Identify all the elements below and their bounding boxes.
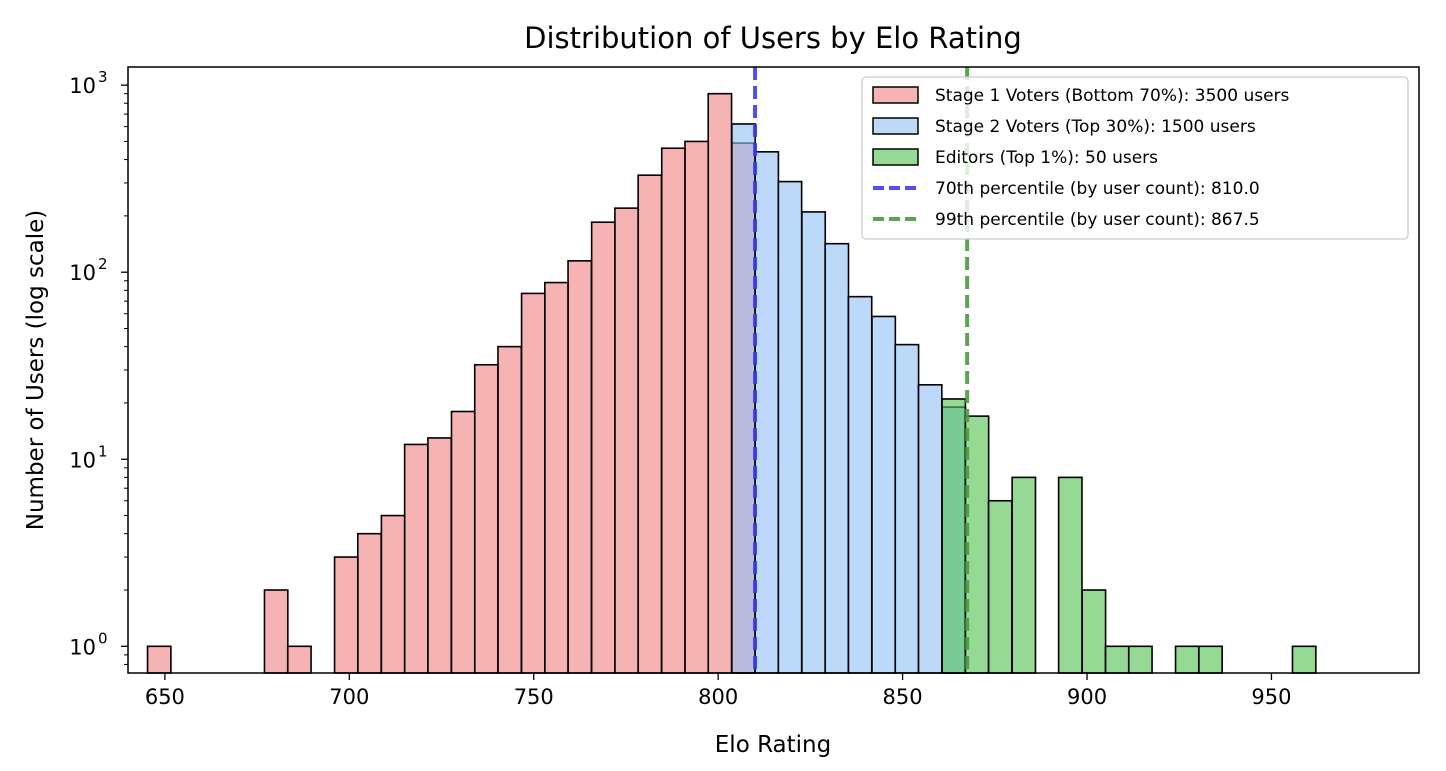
x-tick-label-5: 900 [1067, 685, 1107, 709]
bar-series-2-bin-2 [987, 499, 1013, 674]
bar-series-0-bin-8 [450, 410, 476, 674]
y-tick-exponent-1: 1 [98, 442, 108, 460]
bar-series-0-bin-7 [427, 437, 453, 674]
y-tick-label-3: 10 [69, 74, 96, 98]
bar-series-1-bin-6 [871, 315, 897, 674]
legend-label-line-0: 70th percentile (by user count): 810.0 [935, 179, 1260, 199]
bar-series-2-bin-8 [1174, 645, 1200, 674]
bar-series-1-bin-5 [847, 295, 873, 674]
legend-label-line-1: 99th percentile (by user count): 867.5 [935, 210, 1260, 230]
legend-swatch-series-0 [872, 86, 919, 104]
x-tick-label-1: 700 [329, 685, 369, 709]
bar-series-1-bin-8 [917, 384, 943, 674]
x-tick-label-6: 950 [1251, 685, 1291, 709]
bars [146, 92, 1317, 674]
bar-series-2-bin-0 [941, 398, 967, 674]
legend-swatch-series-1 [872, 117, 919, 135]
legend-label-series-2: Editors (Top 1%): 50 users [935, 148, 1158, 168]
x-axis-ticks: 650 700 750 800 850 900 950 [145, 673, 1292, 709]
chart-title: Distribution of Users by Elo Rating [524, 21, 1022, 55]
bar-series-2-bin-6 [1104, 645, 1130, 674]
bar-series-2-bin-3 [1011, 476, 1037, 674]
bar-series-1-bin-3 [801, 211, 827, 674]
x-tick-label-0: 650 [145, 685, 185, 709]
legend: Stage 1 Voters (Bottom 70%): 3500 users S… [861, 76, 1409, 240]
bar-series-0-bin-1 [263, 589, 289, 674]
bar-series-0-bin-14 [590, 221, 616, 674]
bar-series-0-bin-16 [637, 174, 663, 674]
bar-series-0-bin-4 [356, 532, 382, 674]
y-axis-label: Number of Users (log scale) [23, 210, 49, 530]
bar-series-0-bin-3 [333, 556, 359, 674]
y-tick-label-1: 10 [69, 448, 96, 472]
bar-series-2-bin-4 [1057, 476, 1083, 674]
bar-series-0-bin-10 [497, 345, 523, 674]
bar-series-0-bin-2 [286, 645, 312, 674]
legend-box [861, 76, 1409, 240]
bar-series-2-bin-10 [1291, 645, 1317, 674]
bar-series-0-bin-9 [473, 363, 499, 674]
y-tick-exponent-3: 3 [98, 68, 108, 86]
y-tick-exponent-2: 2 [98, 255, 108, 273]
legend-swatch-series-2 [872, 148, 919, 166]
x-tick-label-2: 750 [514, 685, 554, 709]
bar-series-0-bin-13 [567, 260, 593, 674]
x-axis-label: Elo Rating [715, 732, 831, 758]
bar-series-0-bin-0 [146, 645, 172, 674]
bar-series-0-bin-11 [520, 292, 546, 674]
bar-series-1-bin-2 [777, 180, 803, 674]
bar-series-0-bin-5 [380, 514, 406, 674]
x-tick-label-4: 850 [883, 685, 923, 709]
bar-series-0-bin-12 [544, 281, 569, 674]
y-tick-exponent-0: 0 [98, 629, 108, 647]
y-tick-label-0: 10 [69, 635, 96, 659]
bar-series-0-bin-17 [660, 147, 686, 674]
legend-label-series-0: Stage 1 Voters (Bottom 70%): 3500 users [935, 86, 1290, 106]
bar-series-1-bin-0 [731, 123, 756, 674]
bar-series-1-bin-7 [894, 343, 920, 674]
legend-label-series-1: Stage 2 Voters (Top 30%): 1500 users [935, 117, 1256, 137]
bar-series-2-bin-7 [1127, 645, 1153, 674]
x-tick-label-3: 800 [698, 685, 738, 709]
bar-series-1-bin-1 [754, 151, 780, 674]
bar-series-2-bin-9 [1197, 645, 1223, 674]
bar-series-0-bin-18 [684, 140, 710, 674]
bar-series-0-bin-6 [403, 443, 429, 674]
y-tick-label-2: 10 [69, 261, 96, 285]
bar-series-2-bin-5 [1081, 589, 1107, 674]
bar-series-0-bin-15 [614, 207, 640, 674]
bar-series-1-bin-4 [824, 242, 850, 674]
bar-series-0-bin-19 [707, 92, 733, 674]
